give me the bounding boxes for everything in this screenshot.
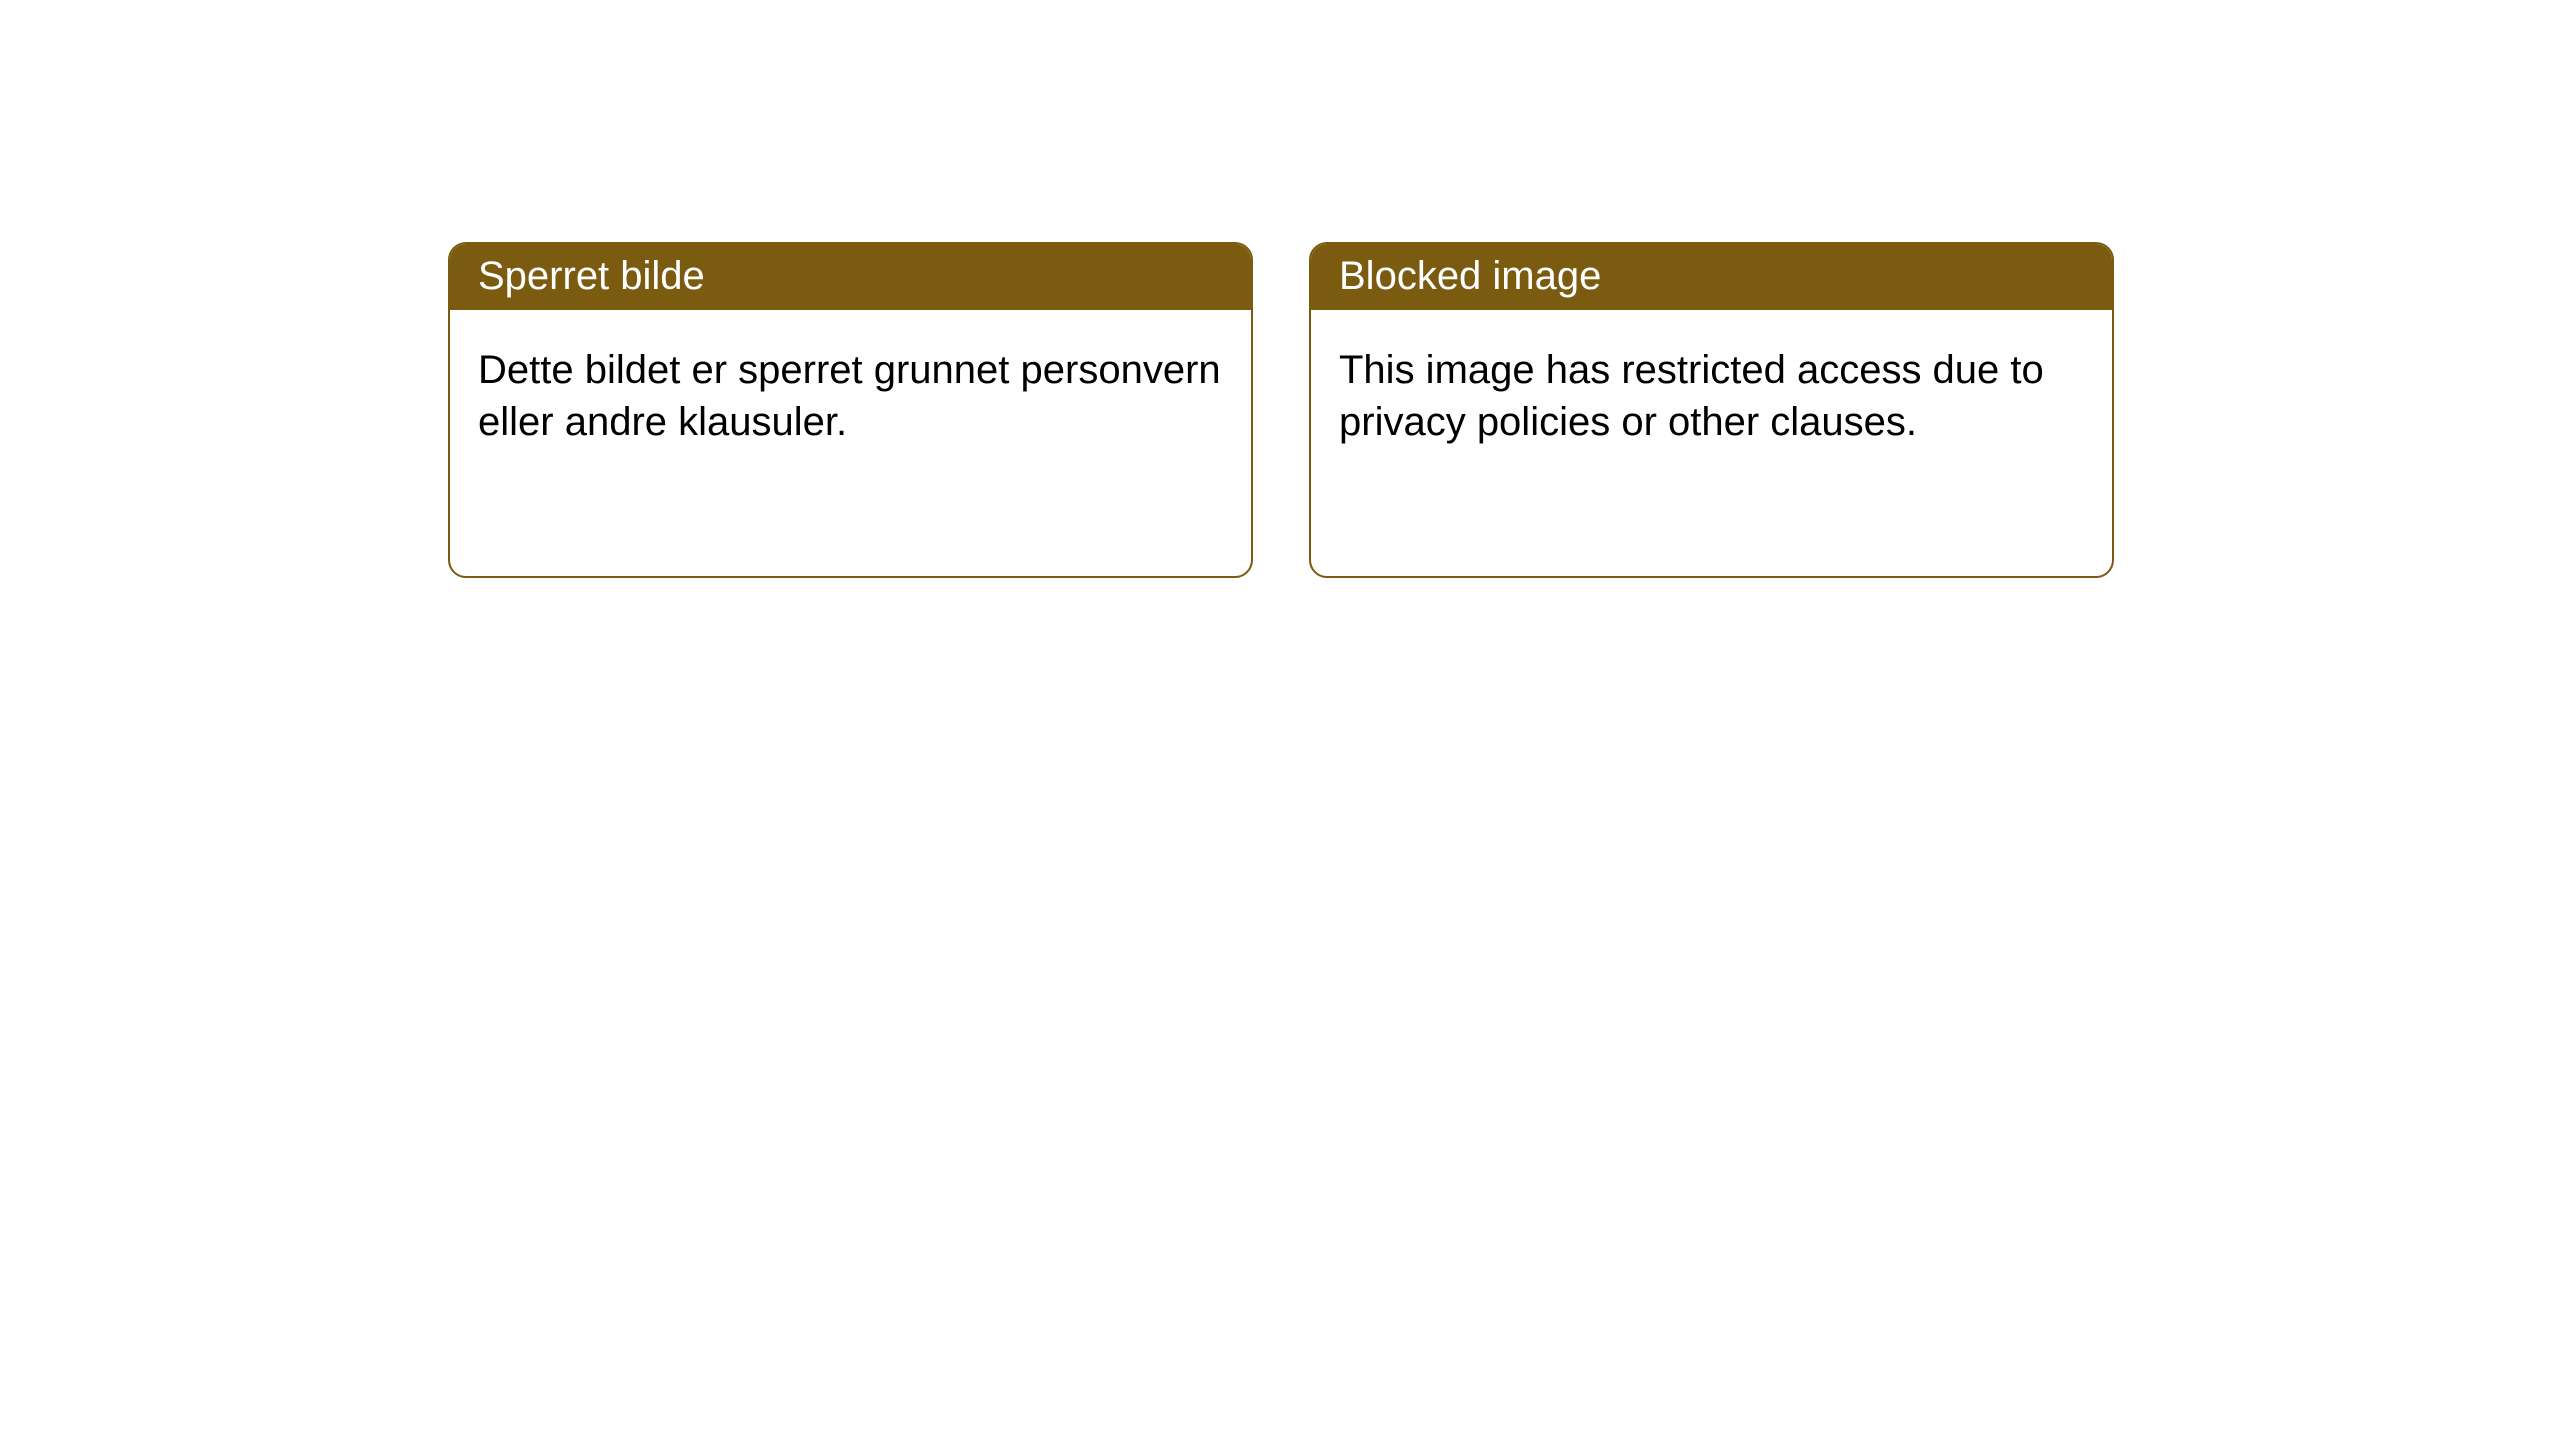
notice-card-norwegian: Sperret bilde Dette bildet er sperret gr… xyxy=(448,242,1253,578)
notice-card-english: Blocked image This image has restricted … xyxy=(1309,242,2114,578)
notice-title: Blocked image xyxy=(1311,244,2112,310)
notice-body: This image has restricted access due to … xyxy=(1311,310,2112,476)
notice-title: Sperret bilde xyxy=(450,244,1251,310)
notice-body: Dette bildet er sperret grunnet personve… xyxy=(450,310,1251,476)
notice-container: Sperret bilde Dette bildet er sperret gr… xyxy=(0,0,2560,578)
